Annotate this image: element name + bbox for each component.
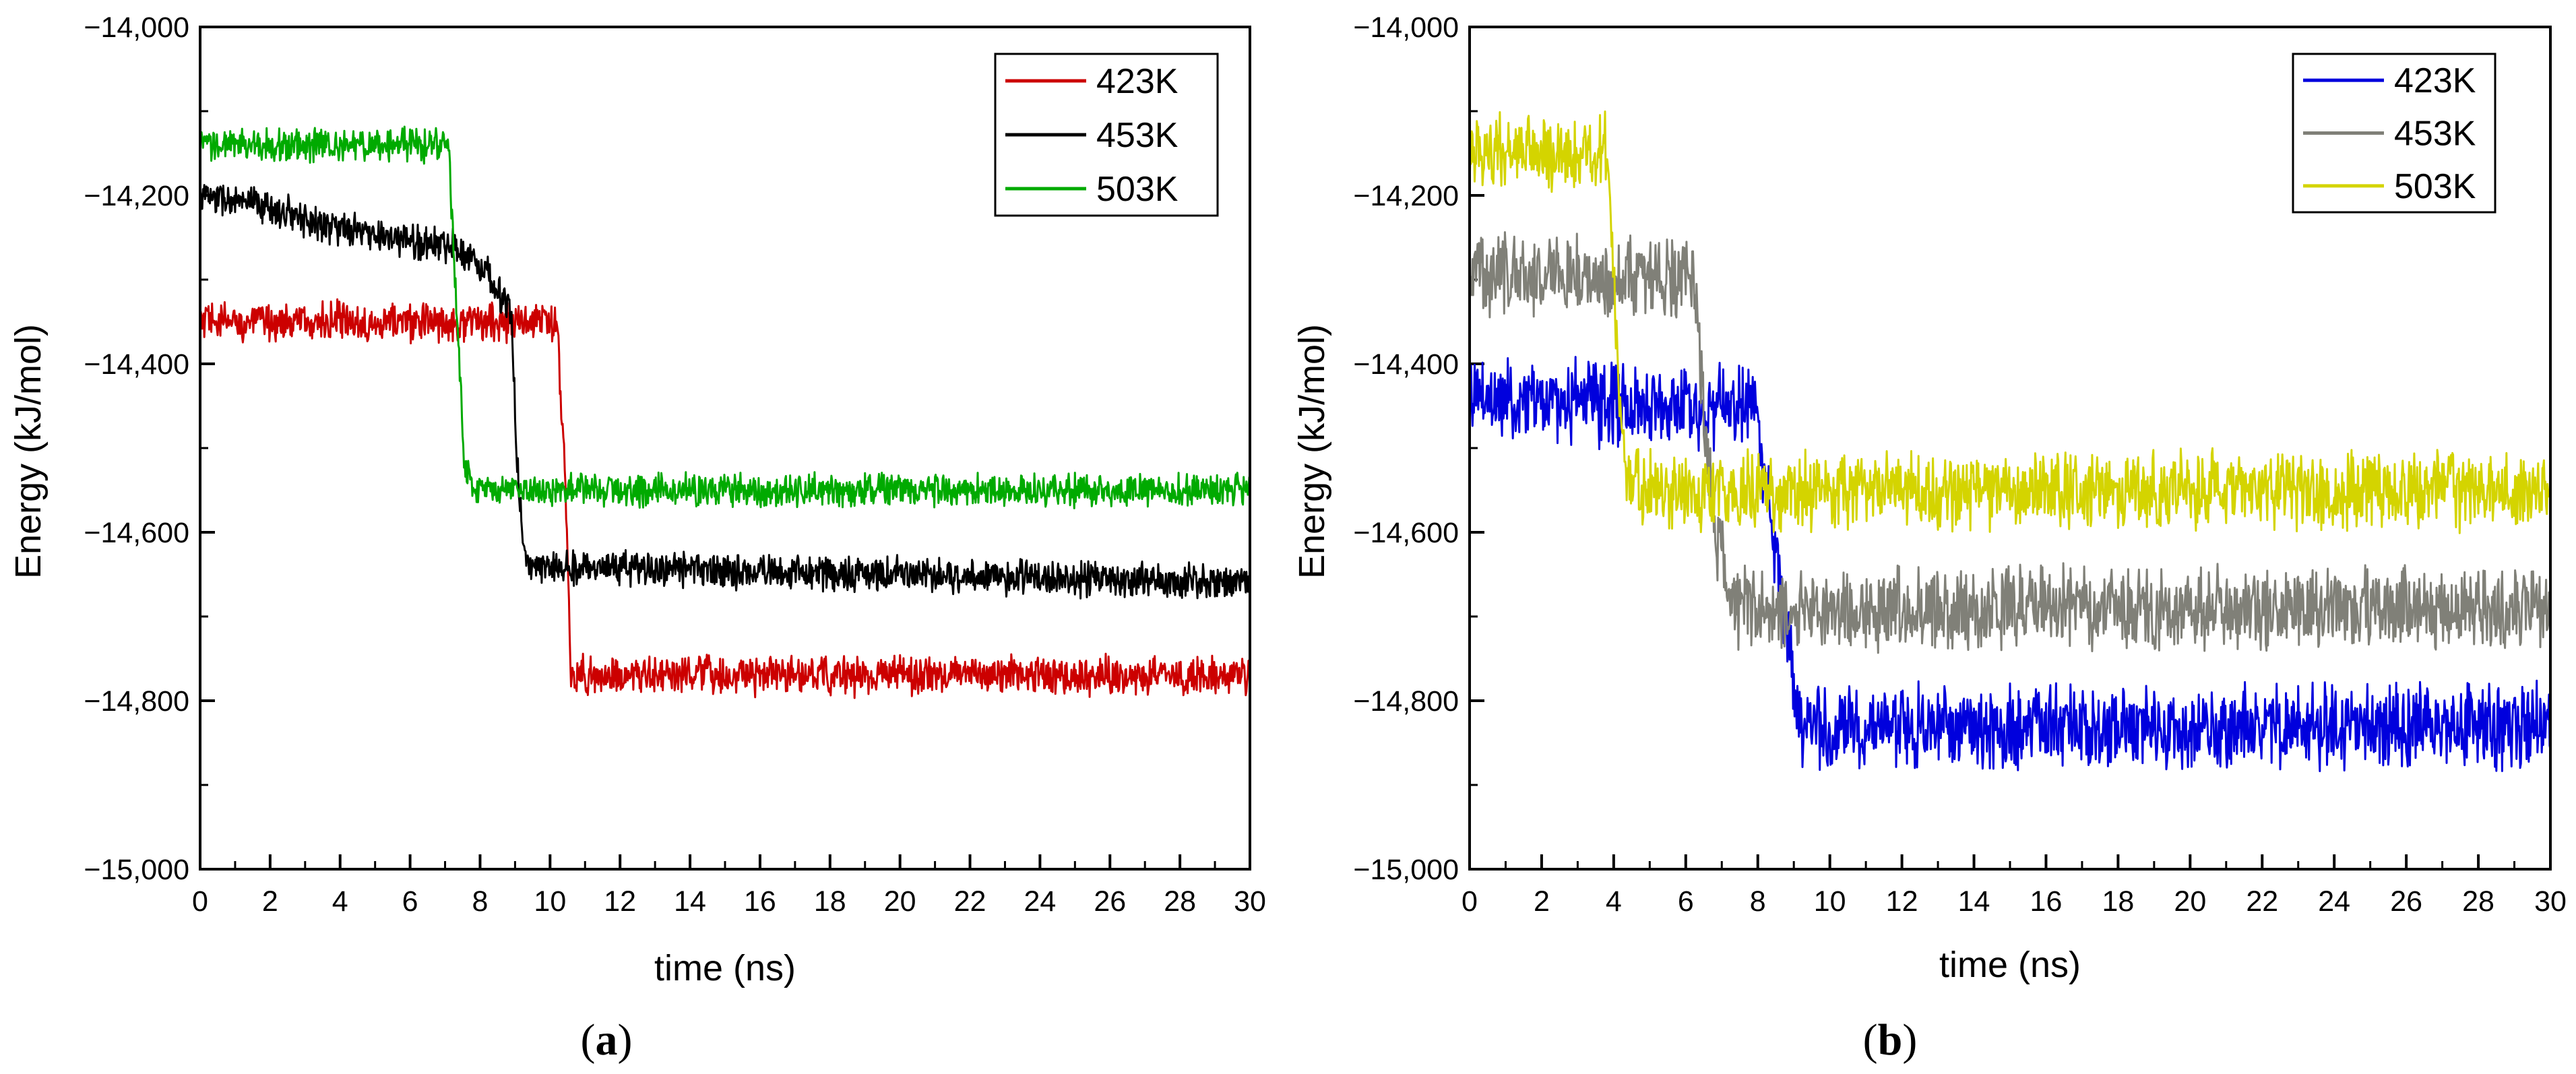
plot-lines: [1468, 110, 2552, 772]
y-tick-label: −14,000: [84, 11, 189, 44]
x-tick-label: 4: [1606, 885, 1622, 918]
x-tick-label: 14: [674, 885, 706, 918]
legend-label: 503K: [1096, 170, 1179, 209]
series-line-453K: [199, 184, 1251, 600]
x-tick-label: 26: [1094, 885, 1126, 918]
x-tick-label: 20: [2174, 885, 2206, 918]
y-tick-label: −15,000: [1353, 854, 1459, 886]
x-tick-label: 28: [1164, 885, 1196, 918]
panel-label-a: (a): [581, 1015, 633, 1065]
legend-label: 453K: [2394, 115, 2476, 154]
x-tick-label: 16: [2030, 885, 2063, 918]
legend-label: 503K: [2394, 167, 2476, 206]
y-tick-label: −14,800: [1353, 685, 1459, 718]
x-tick-labels: 0 2 4 6 8 10 12 14 16 18 20 22 24 26 28 30: [1462, 885, 2567, 918]
x-axis-title: time (ns): [654, 948, 796, 988]
legend-label: 423K: [2394, 61, 2476, 100]
y-tick-labels: −14,000 −14,200 −14,400 −14,600 −14,800 −15,0…: [84, 11, 189, 886]
x-tick-label: 2: [262, 885, 278, 918]
legend-label: 453K: [1096, 116, 1179, 155]
x-tick-label: 30: [2534, 885, 2567, 918]
y-tick-label: −14,000: [1353, 11, 1459, 44]
y-tick-label: −14,600: [1353, 517, 1459, 549]
legend: 423K 453K 503K: [2292, 53, 2496, 214]
series-line-423K: [199, 298, 1251, 699]
y-axis-title: Energy (kJ/mol): [8, 324, 49, 579]
x-tick-label: 0: [1462, 885, 1478, 918]
y-tick-label: −14,400: [84, 348, 189, 381]
y-tick-label: −15,000: [84, 854, 189, 886]
x-tick-label: 18: [2102, 885, 2134, 918]
x-tick-label: 2: [1534, 885, 1550, 918]
x-tick-label: 12: [604, 885, 636, 918]
y-tick-label: −14,600: [84, 517, 189, 549]
y-tick-label: −14,400: [1353, 348, 1459, 381]
chart-panel-b: Energy (kJ/mol) −14,000−14,200−14,400−14…: [1292, 11, 2567, 1065]
x-tick-label: 30: [1234, 885, 1266, 918]
y-tick-label: −14,200: [84, 180, 189, 212]
legend-label: 423K: [1096, 62, 1179, 101]
series-line-503K: [199, 125, 1251, 509]
legend: 423K 453K 503K: [994, 53, 1219, 217]
x-tick-label: 22: [2246, 885, 2278, 918]
x-tick-label: 26: [2390, 885, 2422, 918]
x-tick-label: 20: [884, 885, 916, 918]
x-tick-label: 12: [1886, 885, 1918, 918]
y-axis-title: Energy (kJ/mol): [1292, 324, 1332, 579]
x-tick-label: 0: [192, 885, 208, 918]
x-tick-label: 10: [1814, 885, 1846, 918]
x-tick-labels: 0 2 4 6 8 10 12 14 16 18 20 22 24 26 28 30: [192, 885, 1266, 918]
chart-panel-a: Energy (kJ/mol) −14,000−14,200−14,400−14…: [8, 11, 1266, 1065]
x-tick-label: 6: [1678, 885, 1694, 918]
series-line-423K: [1468, 356, 2552, 772]
x-tick-label: 8: [1750, 885, 1766, 918]
x-tick-label: 28: [2462, 885, 2494, 918]
x-tick-label: 24: [1024, 885, 1056, 918]
y-tick-label: −14,800: [84, 685, 189, 718]
x-tick-label: 22: [954, 885, 986, 918]
x-tick-label: 10: [534, 885, 566, 918]
series-line-453K: [1468, 231, 2552, 654]
x-tick-label: 6: [402, 885, 418, 918]
x-tick-label: 14: [1958, 885, 1990, 918]
x-axis-title: time (ns): [1939, 945, 2081, 985]
x-tick-label: 8: [472, 885, 489, 918]
plot-lines: [199, 125, 1251, 699]
panel-label-b: (b): [1863, 1015, 1918, 1065]
x-tick-label: 16: [744, 885, 776, 918]
x-tick-label: 24: [2318, 885, 2350, 918]
y-tick-label: −14,200: [1353, 180, 1459, 212]
x-tick-label: 4: [332, 885, 348, 918]
x-tick-label: 18: [814, 885, 846, 918]
series-line-503K: [1468, 110, 2552, 534]
plot-frame: [199, 26, 1251, 871]
plot-frame: [1468, 26, 2552, 871]
y-tick-labels: −14,000 −14,200 −14,400 −14,600 −14,800 −15,0…: [1353, 11, 1459, 886]
